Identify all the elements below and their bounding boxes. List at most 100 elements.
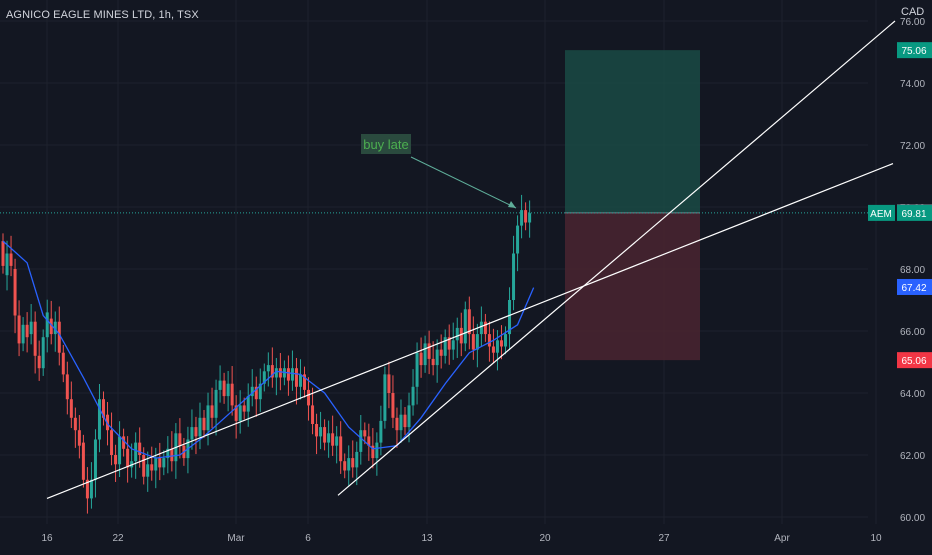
candle-body [57, 321, 61, 353]
candle-body [359, 430, 363, 452]
y-tick-label: 64.00 [900, 389, 925, 400]
candle-body [443, 337, 447, 356]
x-tick-label: 22 [112, 533, 124, 544]
candle-body [102, 399, 105, 418]
candle-body [435, 349, 439, 366]
price-tag [897, 278, 932, 295]
candle-body [97, 399, 101, 440]
price-tag-label: 69.81 [901, 209, 926, 220]
candle-body [45, 312, 49, 338]
candle-body [499, 340, 503, 347]
candle-body [194, 427, 198, 437]
candle-body [315, 424, 319, 437]
symbol-tag [868, 204, 895, 221]
candle-body [1, 241, 5, 266]
candle-body [114, 455, 118, 465]
candle-body [118, 436, 122, 465]
candle-body [270, 365, 274, 378]
x-tick-label: 16 [41, 533, 53, 544]
candle-body [254, 386, 258, 400]
candle-body [37, 355, 41, 369]
candle-body [142, 455, 146, 477]
trendline-steep [337, 20, 896, 496]
candle-body [230, 383, 234, 406]
price-tag-label: 65.06 [901, 356, 926, 367]
annotation-text: buy late [363, 137, 409, 152]
candle-body [467, 309, 471, 335]
candle-body [162, 458, 166, 468]
candle-body [451, 340, 455, 350]
x-tick-label: 27 [658, 533, 670, 544]
candle-body [423, 343, 427, 366]
candle-body [278, 368, 282, 378]
candle-body [427, 343, 431, 359]
candle-body [286, 368, 290, 381]
candle-body [327, 433, 331, 443]
candle-body [250, 386, 254, 397]
candle-body [319, 427, 323, 437]
candle-body [475, 334, 479, 350]
candle-body [77, 430, 81, 446]
candle-body [53, 321, 57, 335]
candle-body [210, 405, 214, 418]
x-tick-label: 6 [305, 533, 311, 544]
currency-label: CAD [901, 6, 925, 18]
candle-body [524, 210, 528, 223]
candle-body [110, 430, 114, 455]
candle-body [298, 374, 302, 387]
candle-body [294, 368, 298, 387]
candle-body [138, 442, 142, 455]
candle-body [238, 405, 242, 421]
candle-body [234, 405, 238, 421]
candle-body [463, 309, 467, 344]
candle-body [407, 405, 411, 428]
candle-body [516, 225, 520, 254]
candle-body [89, 479, 93, 499]
candle-body [122, 436, 126, 449]
candle-body [13, 269, 17, 316]
candle-body [483, 321, 487, 335]
candle-body [146, 464, 150, 477]
x-tick-label: 20 [539, 533, 551, 544]
candle-body [93, 439, 97, 480]
candle-body [29, 321, 33, 335]
candle-body [343, 461, 347, 471]
candle-body [347, 458, 351, 471]
candle-body [69, 399, 73, 418]
price-tag [897, 352, 932, 369]
candle-body [214, 389, 218, 418]
candle-body [355, 451, 359, 468]
candle-body [528, 213, 532, 223]
candle-body [198, 417, 202, 437]
x-tick-label: Mar [227, 533, 245, 544]
candle-body [166, 448, 170, 459]
candle-body [41, 337, 45, 369]
candle-body [323, 427, 327, 443]
candle-body [154, 458, 158, 471]
candle-body [21, 324, 25, 344]
y-tick-label: 60.00 [900, 513, 925, 524]
candle-body [246, 396, 250, 412]
candle-body [126, 448, 130, 468]
candle-body [61, 352, 65, 375]
y-tick-label: 74.00 [900, 79, 925, 90]
candle-body [17, 315, 21, 344]
candle-body [520, 210, 524, 226]
price-tag [897, 204, 932, 221]
annotation-box [361, 134, 411, 154]
candle-body [403, 414, 407, 428]
price-tag-label: 75.06 [901, 46, 926, 57]
x-tick-label: 10 [870, 533, 882, 544]
symbol-tag-label: AEM [870, 209, 892, 220]
candle-body [202, 417, 206, 431]
candle-body [419, 352, 423, 366]
annotation-arrow [410, 156, 517, 209]
candle-body [383, 374, 387, 421]
candle-body [290, 368, 294, 381]
candle-body [371, 445, 375, 459]
candle-body [491, 346, 495, 353]
candle-body [218, 380, 222, 390]
x-tick-label: 13 [421, 533, 433, 544]
